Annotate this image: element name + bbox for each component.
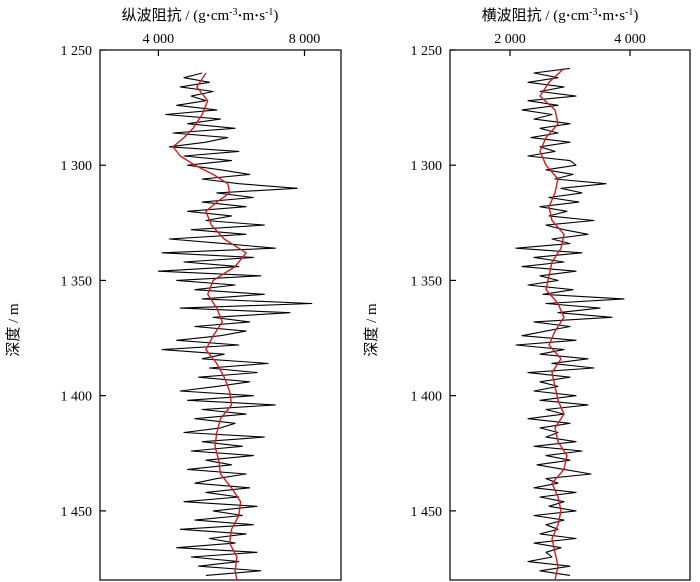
y-tick-label: 1 350: [411, 274, 443, 289]
series-line-smoothed: [172, 72, 247, 581]
y-tick-label: 1 350: [61, 274, 93, 289]
y-axis-label: 深度 / m: [5, 303, 22, 357]
title-sup-1: -3: [229, 7, 237, 18]
y-tick-label: 1 250: [61, 44, 93, 59]
title-main: 纵波阻抗 / (g: [122, 7, 207, 24]
title-dot-1: ·: [566, 8, 571, 24]
y-tick-label: 1 450: [61, 505, 93, 520]
panel-title: 横波阻抗 / (g·cm-3·m·s-1): [482, 7, 639, 25]
title-end: ): [273, 8, 278, 24]
title-sup-1: -3: [589, 7, 597, 18]
title-sup-2: -1: [625, 7, 633, 18]
title-main: 横波阻抗 / (g: [482, 7, 567, 24]
series-line-measured: [515, 67, 625, 576]
title-dot-2: ·: [597, 8, 602, 24]
y-tick-label: 1 400: [61, 390, 93, 405]
title-unit-cm: cm: [211, 8, 230, 24]
y-tick-label: 1 250: [411, 44, 443, 59]
series-group: [515, 67, 625, 581]
title-unit-m: m: [603, 8, 615, 24]
title-dot-2: ·: [237, 8, 242, 24]
title-unit-m: m: [243, 8, 255, 24]
axis-ticks: 2 000 4 000 1 250 1 300 1 350 1 400 1 450: [411, 32, 646, 520]
x-tick-label: 4 000: [614, 32, 646, 47]
x-tick-label: 4 000: [143, 32, 175, 47]
title-unit-s: s: [259, 8, 265, 24]
title-end: ): [633, 8, 638, 24]
series-line-smoothed: [539, 67, 568, 581]
title-unit-s: s: [619, 8, 625, 24]
panel-p-impedance: 纵波阻抗 / (g·cm-3·m·s-1) 深度 / m 4 000 8 0001…: [5, 7, 342, 581]
plot-frame: [449, 49, 691, 581]
series-line-measured: [157, 72, 313, 576]
title-dot-3: ·: [254, 8, 259, 24]
x-tick-label: 2 000: [494, 32, 526, 47]
title-unit-cm: cm: [571, 8, 590, 24]
y-tick-label: 1 300: [411, 159, 443, 174]
panel-title: 纵波阻抗 / (g·cm-3·m·s-1): [122, 7, 279, 25]
y-axis-label: 深度 / m: [363, 303, 380, 357]
y-tick-label: 1 400: [411, 390, 443, 405]
y-tick-label: 1 450: [411, 505, 443, 520]
y-tick-label: 1 300: [61, 159, 93, 174]
title-sup-2: -1: [265, 7, 273, 18]
series-group: [157, 72, 313, 581]
x-tick-label: 8 000: [289, 32, 321, 47]
panel-s-impedance: 横波阻抗 / (g·cm-3·m·s-1) 深度 / m 2 000 4 0001…: [363, 7, 691, 581]
axis-ticks: 4 000 8 000 1 250 1 300 1 350 1 400 1 450: [61, 32, 321, 520]
title-dot-1: ·: [206, 8, 211, 24]
plot-frame: [99, 49, 342, 581]
title-dot-3: ·: [614, 8, 619, 24]
